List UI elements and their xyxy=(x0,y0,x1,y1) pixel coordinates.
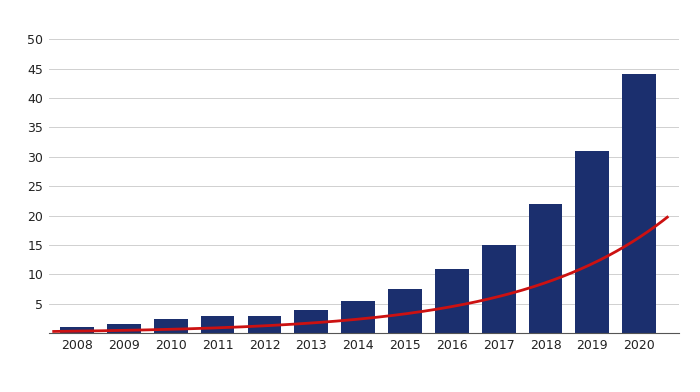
Bar xyxy=(107,325,141,333)
Bar xyxy=(60,327,94,333)
Bar xyxy=(201,316,234,333)
Bar xyxy=(435,269,469,333)
Bar xyxy=(575,151,609,333)
Bar xyxy=(482,245,515,333)
Bar xyxy=(295,310,328,333)
Bar xyxy=(154,318,188,333)
Bar xyxy=(528,204,562,333)
Bar xyxy=(342,301,375,333)
Bar xyxy=(388,289,422,333)
Bar xyxy=(248,316,281,333)
Bar xyxy=(622,74,656,333)
